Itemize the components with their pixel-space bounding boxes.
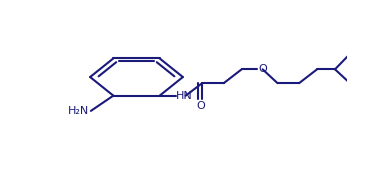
Text: O: O	[258, 64, 267, 74]
Text: O: O	[196, 101, 205, 111]
Text: H₂N: H₂N	[68, 106, 90, 116]
Text: HN: HN	[176, 91, 193, 101]
